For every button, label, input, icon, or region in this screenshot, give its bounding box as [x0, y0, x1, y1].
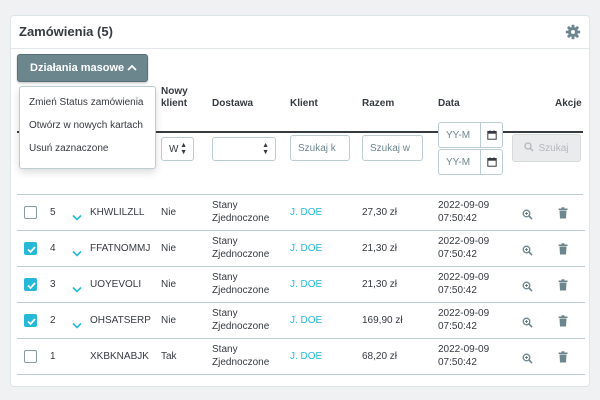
zoom-in-icon[interactable]	[522, 207, 533, 225]
client-link[interactable]: J. DOE	[290, 279, 323, 290]
client-search-input[interactable]: Szukaj k	[290, 135, 350, 161]
order-id: 3	[50, 279, 56, 290]
new-client-value: Nie	[161, 315, 177, 326]
menu-item-delete-selected[interactable]: Usuń zaznaczone	[29, 143, 109, 154]
order-id: 4	[50, 243, 56, 254]
column-delivery[interactable]: Dostawa	[212, 98, 254, 109]
calendar-icon[interactable]	[480, 123, 502, 147]
new-client-value: Tak	[161, 351, 177, 362]
column-new-client[interactable]: Nowy klient	[161, 86, 188, 109]
order-total: 169,90 zł	[362, 315, 403, 326]
panel-header: Zamówienia (5)	[11, 16, 589, 49]
panel-title: Zamówienia (5)	[19, 24, 113, 39]
chevron-down-icon[interactable]	[72, 244, 82, 262]
order-id: 5	[50, 207, 56, 218]
table-row: 3 UOYEVOLI Nie Stany Zjednoczone J. DOE 21,30 …	[17, 267, 585, 303]
select-arrows-icon: ▲ ▼	[262, 142, 269, 156]
order-reference: KHWLILZLL	[90, 207, 145, 218]
delivery-select[interactable]: ▲ ▼	[212, 137, 276, 161]
order-id: 2	[50, 315, 56, 326]
chevron-down-icon[interactable]	[72, 316, 82, 334]
column-actions: Akcje	[555, 98, 582, 109]
order-date: 2022-09-09 07:50:42	[438, 236, 490, 260]
zoom-in-icon[interactable]	[522, 279, 533, 297]
order-date: 2022-09-09 07:50:42	[438, 344, 490, 368]
trash-icon[interactable]	[558, 350, 568, 368]
column-total[interactable]: Razem	[362, 98, 395, 109]
table-row: 1 XKBKNABJK Tak Stany Zjednoczone J. DOE 68,20…	[17, 339, 585, 375]
zoom-in-icon[interactable]	[522, 243, 533, 261]
table-row: 2 OHSATSERP Nie Stany Zjednoczone J. DOE 169,9…	[17, 303, 585, 339]
search-button[interactable]: Szukaj	[512, 134, 581, 162]
delivery-country: Stany Zjednoczone	[212, 236, 270, 260]
order-reference: OHSATSERP	[90, 315, 151, 326]
delivery-country: Stany Zjednoczone	[212, 308, 270, 332]
new-client-select[interactable]: W ▲ ▼	[161, 137, 194, 161]
order-total: 68,20 zł	[362, 351, 398, 362]
order-reference: UOYEVOLI	[90, 279, 142, 290]
table-row: 4 FFATNOMMJ Nie Stany Zjednoczone J. DOE 21,30…	[17, 231, 585, 267]
order-date: 2022-09-09 07:50:42	[438, 272, 490, 296]
client-link[interactable]: J. DOE	[290, 315, 323, 326]
chevron-up-icon	[127, 63, 137, 75]
row-checkbox[interactable]	[24, 242, 37, 255]
header-divider	[17, 131, 583, 133]
zoom-in-icon[interactable]	[522, 315, 533, 333]
row-checkbox[interactable]	[24, 206, 37, 219]
zoom-in-icon[interactable]	[522, 351, 533, 369]
table-row: 5 KHWLILZLL Nie Stany Zjednoczone J. DOE 27,30…	[17, 195, 585, 231]
order-id: 1	[50, 351, 56, 362]
calendar-icon[interactable]	[480, 150, 502, 174]
chevron-down-icon[interactable]	[72, 280, 82, 298]
order-total: 27,30 zł	[362, 207, 398, 218]
order-date: 2022-09-09 07:50:42	[438, 308, 490, 332]
trash-icon[interactable]	[558, 242, 568, 260]
new-client-value: Nie	[161, 243, 177, 254]
chevron-down-icon[interactable]	[72, 208, 82, 226]
date-to-input[interactable]: YY-M	[438, 149, 503, 175]
bulk-actions-label: Działania masowe	[30, 62, 125, 74]
delivery-country: Stany Zjednoczone	[212, 344, 270, 368]
order-reference: XKBKNABJK	[90, 351, 149, 362]
row-checkbox[interactable]	[24, 314, 37, 327]
delivery-country: Stany Zjednoczone	[212, 200, 270, 224]
menu-item-open-new-tabs[interactable]: Otwórz w nowych kartach	[29, 120, 143, 131]
order-date: 2022-09-09 07:50:42	[438, 200, 490, 224]
total-search-input[interactable]: Szukaj w	[362, 135, 423, 161]
bulk-actions-menu: Zmień Status zamówienia Otwórz w nowych …	[19, 86, 156, 169]
delivery-country: Stany Zjednoczone	[212, 272, 270, 296]
new-client-value: Nie	[161, 207, 177, 218]
orders-panel: Zamówienia (5) Działania masowe	[10, 15, 590, 387]
select-arrows-icon: ▲ ▼	[180, 142, 187, 156]
column-client[interactable]: Klient	[290, 98, 318, 109]
trash-icon[interactable]	[558, 278, 568, 296]
client-link[interactable]: J. DOE	[290, 243, 323, 254]
row-checkbox[interactable]	[24, 350, 37, 363]
order-total: 21,30 zł	[362, 243, 398, 254]
trash-icon[interactable]	[558, 314, 568, 332]
row-checkbox[interactable]	[24, 278, 37, 291]
menu-item-change-status[interactable]: Zmień Status zamówienia	[29, 97, 144, 108]
gear-icon[interactable]	[565, 24, 581, 40]
order-total: 21,30 zł	[362, 279, 398, 290]
client-link[interactable]: J. DOE	[290, 351, 323, 362]
filter-divider	[17, 194, 583, 195]
bulk-actions-button[interactable]: Działania masowe	[17, 54, 148, 82]
client-link[interactable]: J. DOE	[290, 207, 323, 218]
new-client-value: Nie	[161, 279, 177, 290]
trash-icon[interactable]	[558, 206, 568, 224]
date-from-input[interactable]: YY-M	[438, 122, 503, 148]
order-reference: FFATNOMMJ	[90, 243, 151, 254]
search-icon	[524, 141, 535, 155]
column-date[interactable]: Data	[438, 98, 460, 109]
